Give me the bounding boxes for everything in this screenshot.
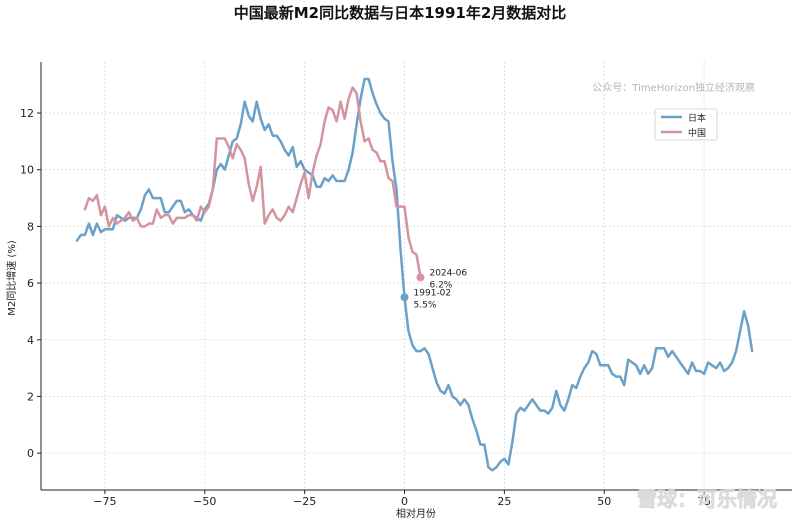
y-tick-label: 12	[20, 107, 34, 120]
y-tick-label: 0	[27, 447, 34, 460]
axes	[40, 62, 792, 491]
y-tick-label: 6	[27, 277, 34, 290]
gridlines	[41, 62, 792, 490]
x-axis-label: 相对月份	[396, 507, 436, 520]
legend-label-japan: 日本	[688, 112, 706, 124]
x-tick-label: −25	[293, 495, 316, 508]
y-tick-label: 10	[20, 164, 34, 177]
series-line-china	[83, 86, 422, 279]
chart-title: 中国最新M2同比数据与日本1991年2月数据对比	[234, 4, 567, 22]
x-tick-label: 50	[597, 495, 611, 508]
legend-label-china: 中国	[688, 127, 706, 139]
legend-box	[654, 108, 718, 141]
x-tick-label: 75	[697, 495, 711, 508]
annotation-japan-value: 5.5%	[414, 300, 437, 310]
corner-watermark: 雪球：可乐情况	[637, 487, 777, 511]
y-tick-label: 8	[27, 220, 34, 233]
annotation-china-marker	[416, 273, 425, 282]
x-tick-label: −75	[93, 495, 116, 508]
annotation-china-date: 2024-06	[429, 268, 467, 278]
x-tick-label: 25	[497, 495, 511, 508]
series-layer	[75, 77, 754, 472]
annotation-china-value: 6.2%	[429, 280, 452, 290]
series-line-japan	[75, 77, 754, 472]
legend: 日本 中国	[654, 108, 718, 141]
y-axis-label: M2同比增速 (%)	[5, 240, 18, 316]
y-tick-label: 4	[27, 334, 34, 347]
y-tick-label: 2	[27, 390, 34, 403]
x-tick-label: 0	[401, 495, 408, 508]
x-tick-label: −50	[193, 495, 216, 508]
watermark: 公众号：TimeHorizon独立经济观察	[592, 81, 755, 94]
annotation-japan-marker	[400, 293, 409, 302]
annotation-japan-date: 1991-02	[414, 288, 452, 298]
annotation-layer: 1991-02 5.5% 2024-06 6.2%	[400, 268, 467, 310]
tick-labels: −75 −50 −25 0 25 50 75 0 2 4 6 8 10 12	[20, 107, 711, 508]
